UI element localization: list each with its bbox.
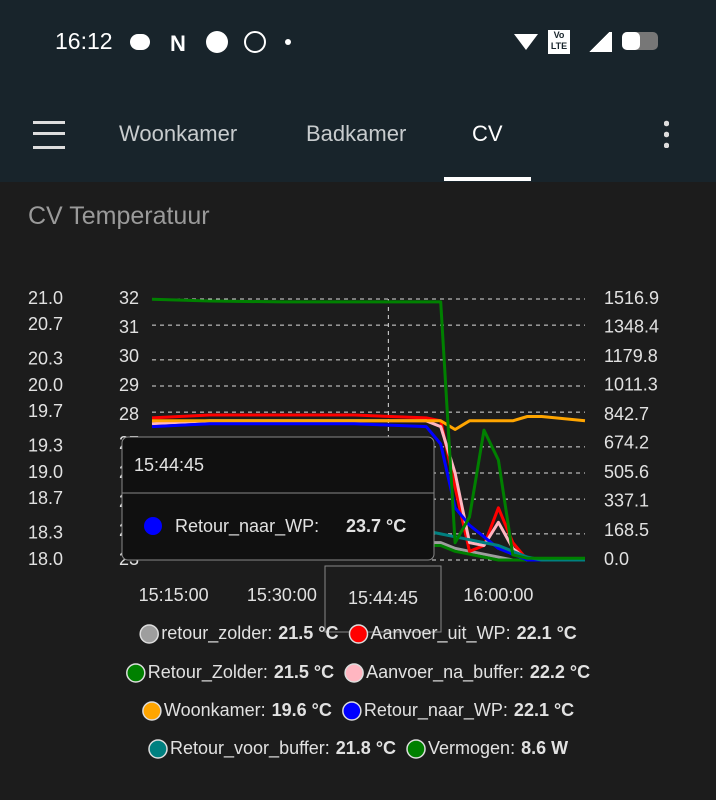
icon: N xyxy=(170,31,186,56)
tab[interactable]: CV xyxy=(472,121,503,146)
tab-bar: Woonkamer Badkamer CV xyxy=(0,85,716,182)
y-tick-label: 20.7 xyxy=(28,314,63,334)
legend-name[interactable]: Retour_naar_WP: xyxy=(364,700,508,721)
hover-label-box xyxy=(324,565,442,633)
legend-name[interactable]: Vermogen: xyxy=(428,738,515,758)
legend-value: 21.5 °C xyxy=(274,662,334,682)
series-line xyxy=(152,415,586,431)
legend-swatch xyxy=(342,701,362,721)
series-line xyxy=(151,297,585,560)
signal-icon xyxy=(586,32,612,52)
tooltip xyxy=(121,436,435,561)
legend-swatch xyxy=(148,739,168,759)
y-tick-label: 674.2 xyxy=(604,433,649,453)
y-tick-label: 29 xyxy=(119,375,139,395)
y-tick-label: 32 xyxy=(119,288,139,308)
y-tick-label: 20.0 xyxy=(28,375,63,395)
legend-value: 21.5 °C xyxy=(278,623,338,643)
series-line xyxy=(151,529,585,562)
legend-value: 21.8 °C xyxy=(336,738,396,758)
tab-indicator xyxy=(444,177,531,181)
series-line xyxy=(151,422,585,562)
series-line xyxy=(151,413,585,562)
y-tick-label: 18.7 xyxy=(28,488,63,508)
series-line xyxy=(151,419,585,562)
overflow-menu[interactable] xyxy=(664,118,669,148)
icon xyxy=(244,31,266,53)
tooltip-series: Retour_naar_WP: xyxy=(175,516,319,537)
icon xyxy=(130,34,150,50)
y-tick-label: 26 xyxy=(119,462,139,482)
battery-icon xyxy=(622,32,658,50)
series-line xyxy=(152,544,585,562)
legend-name[interactable]: Aanvoer_uit_WP: xyxy=(370,623,510,644)
y-tick-label: 19.0 xyxy=(28,462,63,482)
legend-name[interactable]: Retour_voor_buffer: xyxy=(170,738,330,759)
legend-name[interactable]: Aanvoer_na_buffer: xyxy=(366,662,524,683)
y-tick-label: 1348.4 xyxy=(604,317,659,337)
y-tick-label: 31 xyxy=(119,317,139,337)
y-tick-label: 21.0 xyxy=(28,288,63,308)
y-tick-label: 25 xyxy=(119,491,139,511)
legend-swatch xyxy=(406,739,426,759)
x-tick-label: 16:00:00 xyxy=(463,585,533,605)
y-tick-label: 842.7 xyxy=(604,404,649,424)
hover-label: 15:44:45 xyxy=(348,588,418,608)
legend-name[interactable]: Retour_Zolder: xyxy=(148,662,268,683)
menu-button[interactable] xyxy=(33,121,65,149)
y-tick-label: 24 xyxy=(119,520,139,540)
x-tick-label: 15:15:00 xyxy=(139,585,209,605)
clock: 16:12 xyxy=(55,28,113,54)
tab[interactable]: Badkamer xyxy=(306,121,407,146)
legend-row: Retour_Zolder: 21.5 °C Aanvoer_na_buffer: 2… xyxy=(126,662,590,683)
wifi-icon xyxy=(514,34,538,50)
legend-name[interactable]: Woonkamer: xyxy=(164,700,266,720)
legend-swatch xyxy=(142,701,162,721)
tab[interactable]: Woonkamer xyxy=(119,121,238,146)
icon xyxy=(206,31,228,53)
y-tick-label: 18.0 xyxy=(28,549,63,569)
y-tick-label: 23 xyxy=(119,549,139,569)
y-tick-label: 505.6 xyxy=(604,462,649,482)
card-title: CV Temperatuur xyxy=(28,202,210,230)
status-bar: 16:12 N Vo LTE xyxy=(0,0,716,85)
tooltip-swatch xyxy=(144,517,162,535)
legend-swatch xyxy=(126,663,146,683)
tooltip-value: 23.7 °C xyxy=(346,516,406,536)
y-tick-label: 0.0 xyxy=(604,549,629,569)
legend-value: 22.1 °C xyxy=(517,623,577,643)
legend-row: Retour_voor_buffer: 21.8 °C Vermogen: 8.6 W xyxy=(148,738,568,759)
x-tick-label: 15:30:00 xyxy=(247,585,317,605)
y-tick-label: 1179.8 xyxy=(604,346,658,366)
tooltip-time: 15:44:45 xyxy=(134,455,204,475)
y-tick-label: 27 xyxy=(119,433,139,453)
network: Vo LTE xyxy=(548,30,570,54)
y-tick-label: 20.3 xyxy=(28,349,63,369)
y-tick-label: 168.5 xyxy=(604,520,649,540)
legend-value: 8.6 W xyxy=(521,738,568,758)
legend-row: retour_zolder: 21.5 °C Aanvoer_uit_WP: 22.1… xyxy=(139,623,577,644)
y-tick-label: 19.3 xyxy=(28,436,63,456)
legend-name[interactable]: retour_zolder: xyxy=(161,623,272,644)
y-tick-label: 28 xyxy=(119,404,139,424)
y-tick-label: 1011.3 xyxy=(604,375,658,395)
y-tick-label: 30 xyxy=(119,346,139,366)
legend-swatch xyxy=(348,624,369,644)
legend-row: Woonkamer: 19.6 °C Retour_naar_WP: 22.1 °C xyxy=(142,700,574,721)
legend-value: 22.1 °C xyxy=(514,700,574,720)
legend-swatch xyxy=(344,663,364,683)
y-tick-label: 19.7 xyxy=(28,401,63,421)
y-tick-label: 337.1 xyxy=(604,491,649,511)
y-tick-label: 18.3 xyxy=(28,523,63,543)
icon xyxy=(285,39,291,45)
series-line xyxy=(152,541,585,562)
y-tick-label: 1516.9 xyxy=(604,288,659,308)
legend-value: 22.2 °C xyxy=(530,662,590,682)
legend-value: 19.6 °C xyxy=(272,700,332,720)
legend-swatch xyxy=(139,624,159,644)
